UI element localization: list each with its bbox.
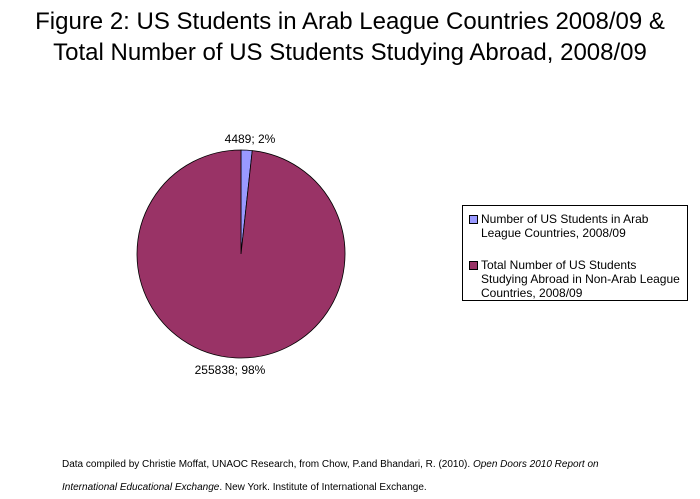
pie-data-label-0: 4489; 2% (225, 132, 276, 146)
source-line-2: International Educational Exchange. New … (62, 476, 682, 499)
legend-label-non-arab-league: Total Number of US Students Studying Abr… (481, 258, 680, 300)
legend-swatch-arab-league (469, 215, 478, 224)
legend: Number of US Students in Arab League Cou… (462, 205, 688, 301)
source-text-italic-2: International Educational Exchange (62, 482, 220, 493)
chart-title-line-1: Figure 2: US Students in Arab League Cou… (35, 8, 665, 35)
source-text-italic-1: Open Doors 2010 Report on (472, 459, 599, 470)
chart-title-line-2: Total Number of US Students Studying Abr… (53, 39, 647, 66)
pie-data-label-1: 255838; 98% (195, 363, 266, 377)
chart-title: Figure 2: US Students in Arab League Cou… (0, 6, 700, 68)
source-text-plain-1: Data compiled by Christie Moffat, UNAOC … (62, 459, 473, 470)
pie-slice-1 (136, 149, 346, 359)
source-text-plain-2: . New York. Institute of International E… (219, 482, 427, 493)
legend-label-arab-league: Number of US Students in Arab League Cou… (481, 212, 649, 240)
source-line-1: Data compiled by Christie Moffat, UNAOC … (62, 453, 682, 476)
legend-item-non-arab-league: Total Number of US Students Studying Abr… (469, 258, 686, 300)
legend-swatch-non-arab-league (469, 261, 478, 270)
source-note: Data compiled by Christie Moffat, UNAOC … (62, 453, 682, 499)
legend-item-arab-league: Number of US Students in Arab League Cou… (469, 212, 686, 240)
